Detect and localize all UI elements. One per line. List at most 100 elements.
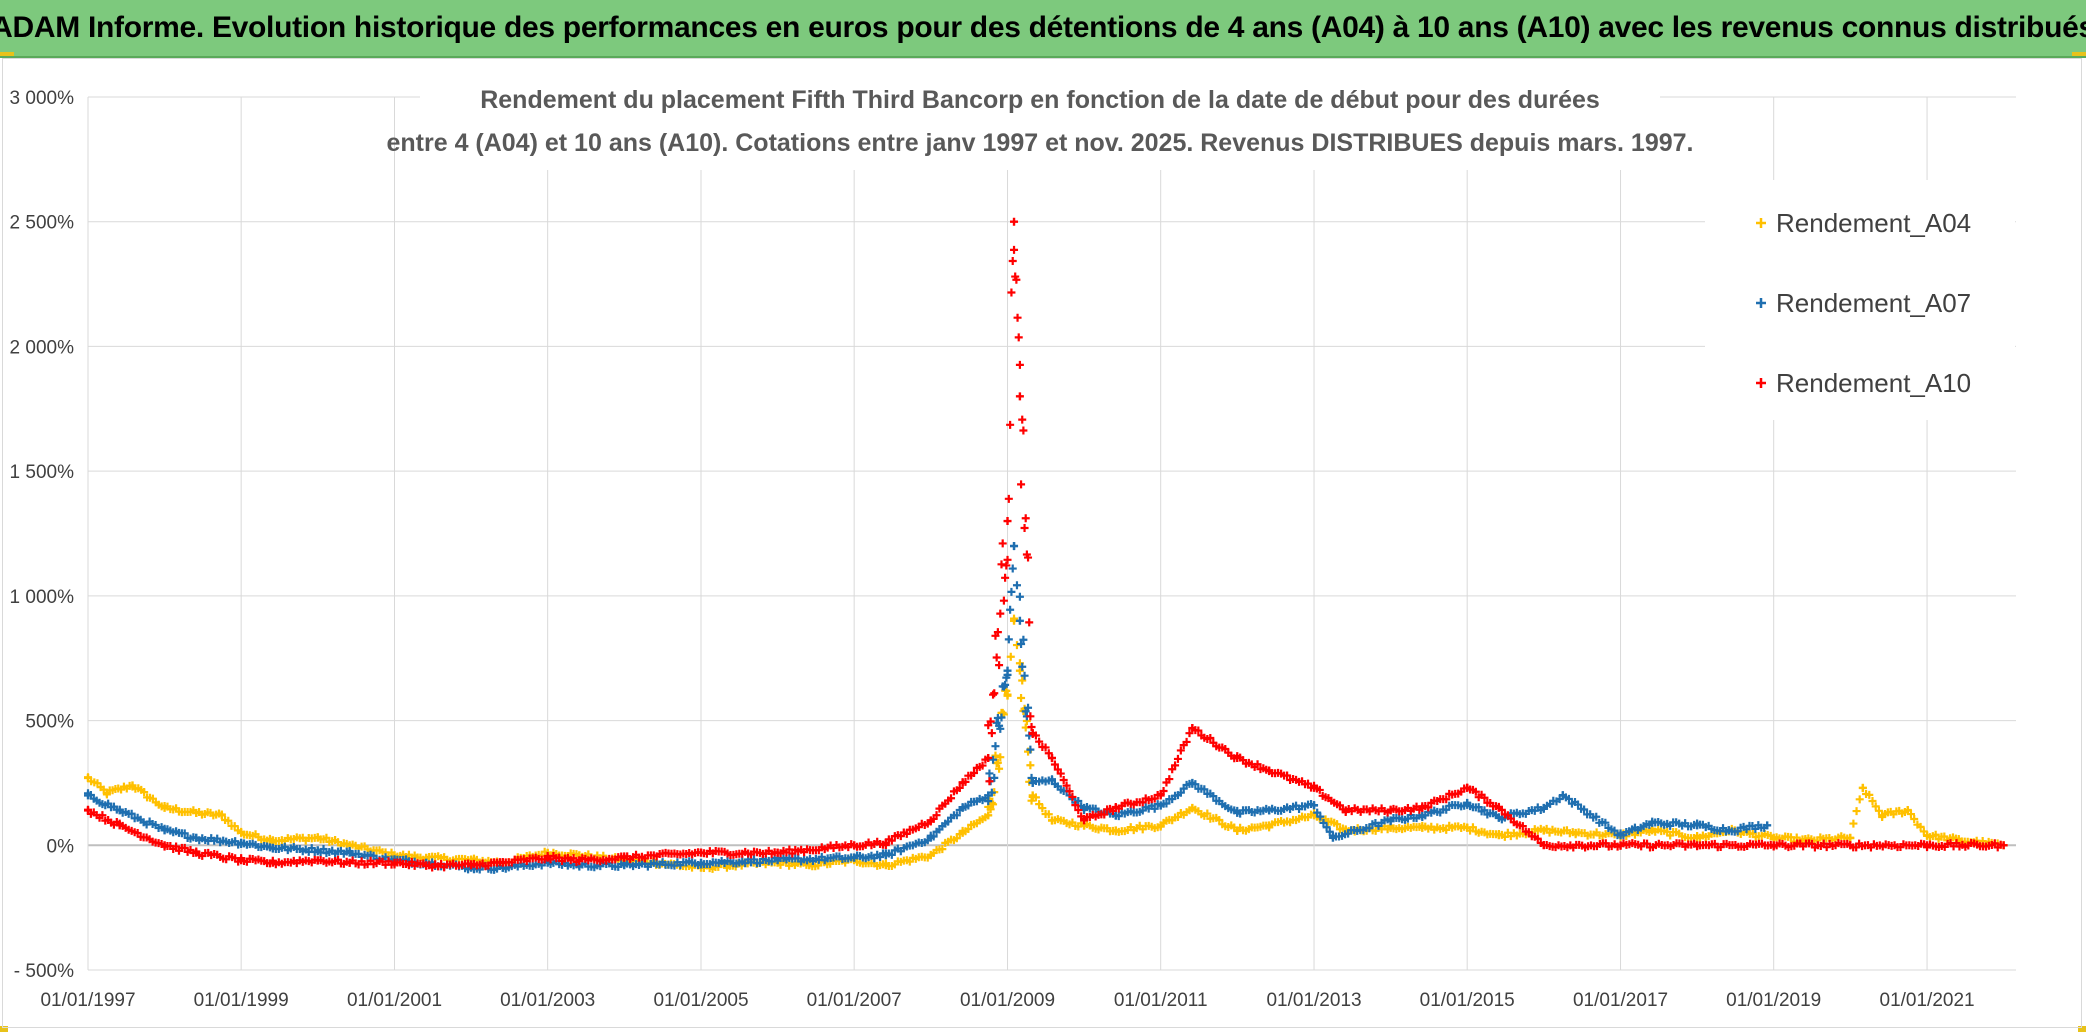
y-tick-label: 1 000% [10,587,75,608]
data-point [620,853,629,862]
data-point [1068,792,1077,801]
data-point [947,794,956,803]
data-point [1200,785,1209,794]
data-point [999,596,1008,605]
data-point [1003,666,1012,675]
data-point [84,773,92,782]
data-point [172,842,181,851]
data-point [1013,313,1022,322]
data-point [1463,783,1472,792]
data-point [1038,804,1047,813]
data-point [1017,694,1026,703]
data-point [1015,392,1024,401]
data-point [1539,841,1548,850]
y-tick-label: - 500% [14,961,74,982]
data-point [1518,822,1527,831]
data-point [1990,839,1999,848]
data-point [958,778,967,787]
data-point [1019,635,1028,644]
data-point [1418,811,1427,820]
data-point [1494,813,1503,822]
data-point [1648,818,1657,827]
data-point [1074,806,1083,815]
data-point [952,834,961,843]
x-tick-label: 01/01/1999 [194,990,289,1011]
data-point [881,851,890,860]
data-point [1310,783,1319,792]
data-point [1035,737,1044,746]
data-point [1003,691,1012,700]
x-tick-label: 01/01/2001 [347,990,442,1011]
data-point [984,791,993,800]
data-point [1006,420,1015,429]
data-point [958,828,967,837]
data-point [268,858,277,867]
x-tick-label: 01/01/2013 [1266,990,1361,1011]
data-point [1442,795,1451,804]
data-point [1194,726,1203,735]
data-point [1156,791,1165,800]
data-point [938,845,947,854]
legend-marker [1756,298,1766,308]
data-point [1616,841,1625,850]
data-point [1048,753,1056,762]
data-point [1185,729,1194,738]
data-point [970,768,979,777]
data-point [1846,833,1855,842]
data-point [1100,810,1109,819]
data-point [1474,803,1483,812]
data-point [1026,745,1035,754]
data-point [1365,824,1374,833]
data-point [1188,724,1197,733]
data-point [773,848,782,857]
data-point [995,661,1004,670]
data-point [1024,703,1033,712]
data-point [1923,831,1932,840]
data-point [926,851,935,860]
data-point [98,811,107,820]
data-point [1048,776,1056,785]
data-point [1494,803,1503,812]
data-point [1480,806,1489,815]
data-series [84,217,2008,874]
data-point [422,861,431,870]
data-point [1002,686,1011,695]
data-point [237,838,246,847]
data-point [1874,806,1883,815]
y-axis-tick-labels: - 500% 0% 500% 1 000% 1 500% 2 000% 2 500% 3 00… [10,88,75,982]
data-point [850,841,859,850]
legend-entry-Rendement_A07: Rendement_A07 [1756,288,1971,318]
data-point [887,836,896,845]
data-point [115,821,124,830]
data-point [224,816,233,825]
data-point [1019,426,1028,435]
data-point [1028,778,1037,787]
data-point [127,809,136,818]
data-point [160,826,169,835]
data-point [992,653,1001,662]
data-point [160,841,169,850]
data-point [996,753,1005,762]
data-point [1494,831,1503,840]
data-point [1001,573,1010,582]
data-point [230,822,239,831]
data-point [1319,818,1328,827]
data-point [1580,805,1589,814]
data-point [1471,787,1480,796]
data-point [313,833,322,842]
y-tick-label: 2 000% [10,337,75,358]
data-point [1916,822,1925,831]
data-point [1315,785,1324,794]
data-point [1571,828,1580,837]
data-point [1004,635,1013,644]
x-tick-label: 01/01/2005 [653,990,748,1011]
data-point [268,843,277,852]
data-point [1015,360,1024,369]
data-point [989,755,998,764]
data-point [1071,801,1080,810]
data-point [1041,743,1050,752]
data-point [1849,819,1858,828]
data-point [1616,831,1625,840]
data-point [1923,841,1932,850]
data-point [1233,753,1242,762]
